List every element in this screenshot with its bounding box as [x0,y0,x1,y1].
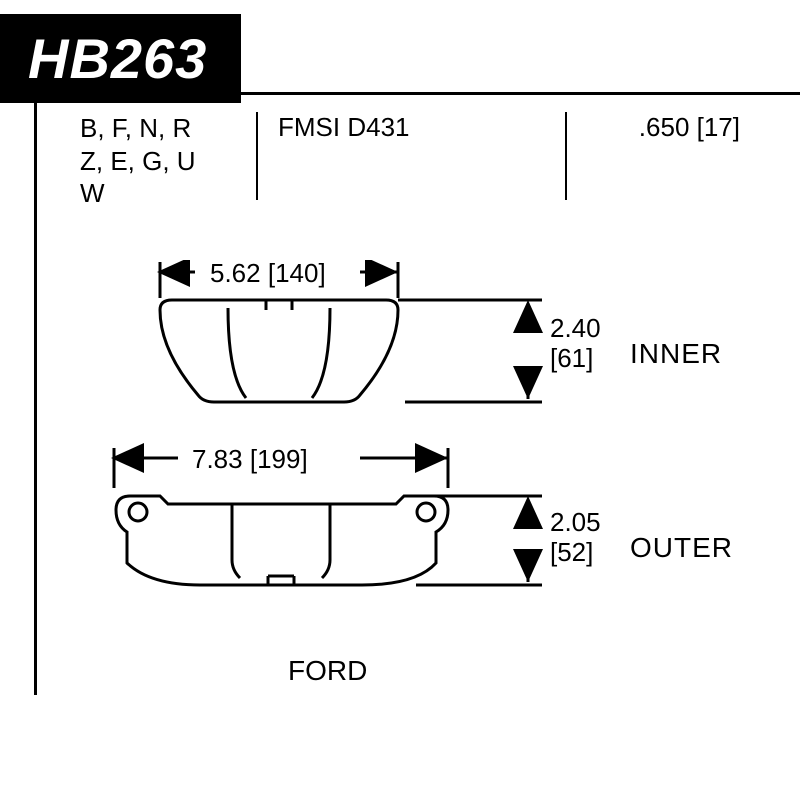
diagram-svg [60,260,760,690]
spec-row: B, F, N, R Z, E, G, U W FMSI D431 .650 [… [60,112,760,212]
inner-pad-shape [160,300,398,402]
part-number: HB263 [0,14,241,103]
separator [565,112,567,200]
header: HB263 [0,0,800,95]
thickness: .650 [17] [639,112,740,143]
compound-codes: B, F, N, R Z, E, G, U W [80,112,230,210]
spec-sheet: HB263 B, F, N, R Z, E, G, U W FMSI D431 … [0,0,800,800]
left-rule [34,95,37,695]
diagram: 5.62 [140] 2.40 [61] INNER 7.83 [199] 2.… [60,260,760,690]
fmsi-code: FMSI D431 [278,112,410,143]
separator [256,112,258,200]
outer-pad-shape [116,496,448,585]
